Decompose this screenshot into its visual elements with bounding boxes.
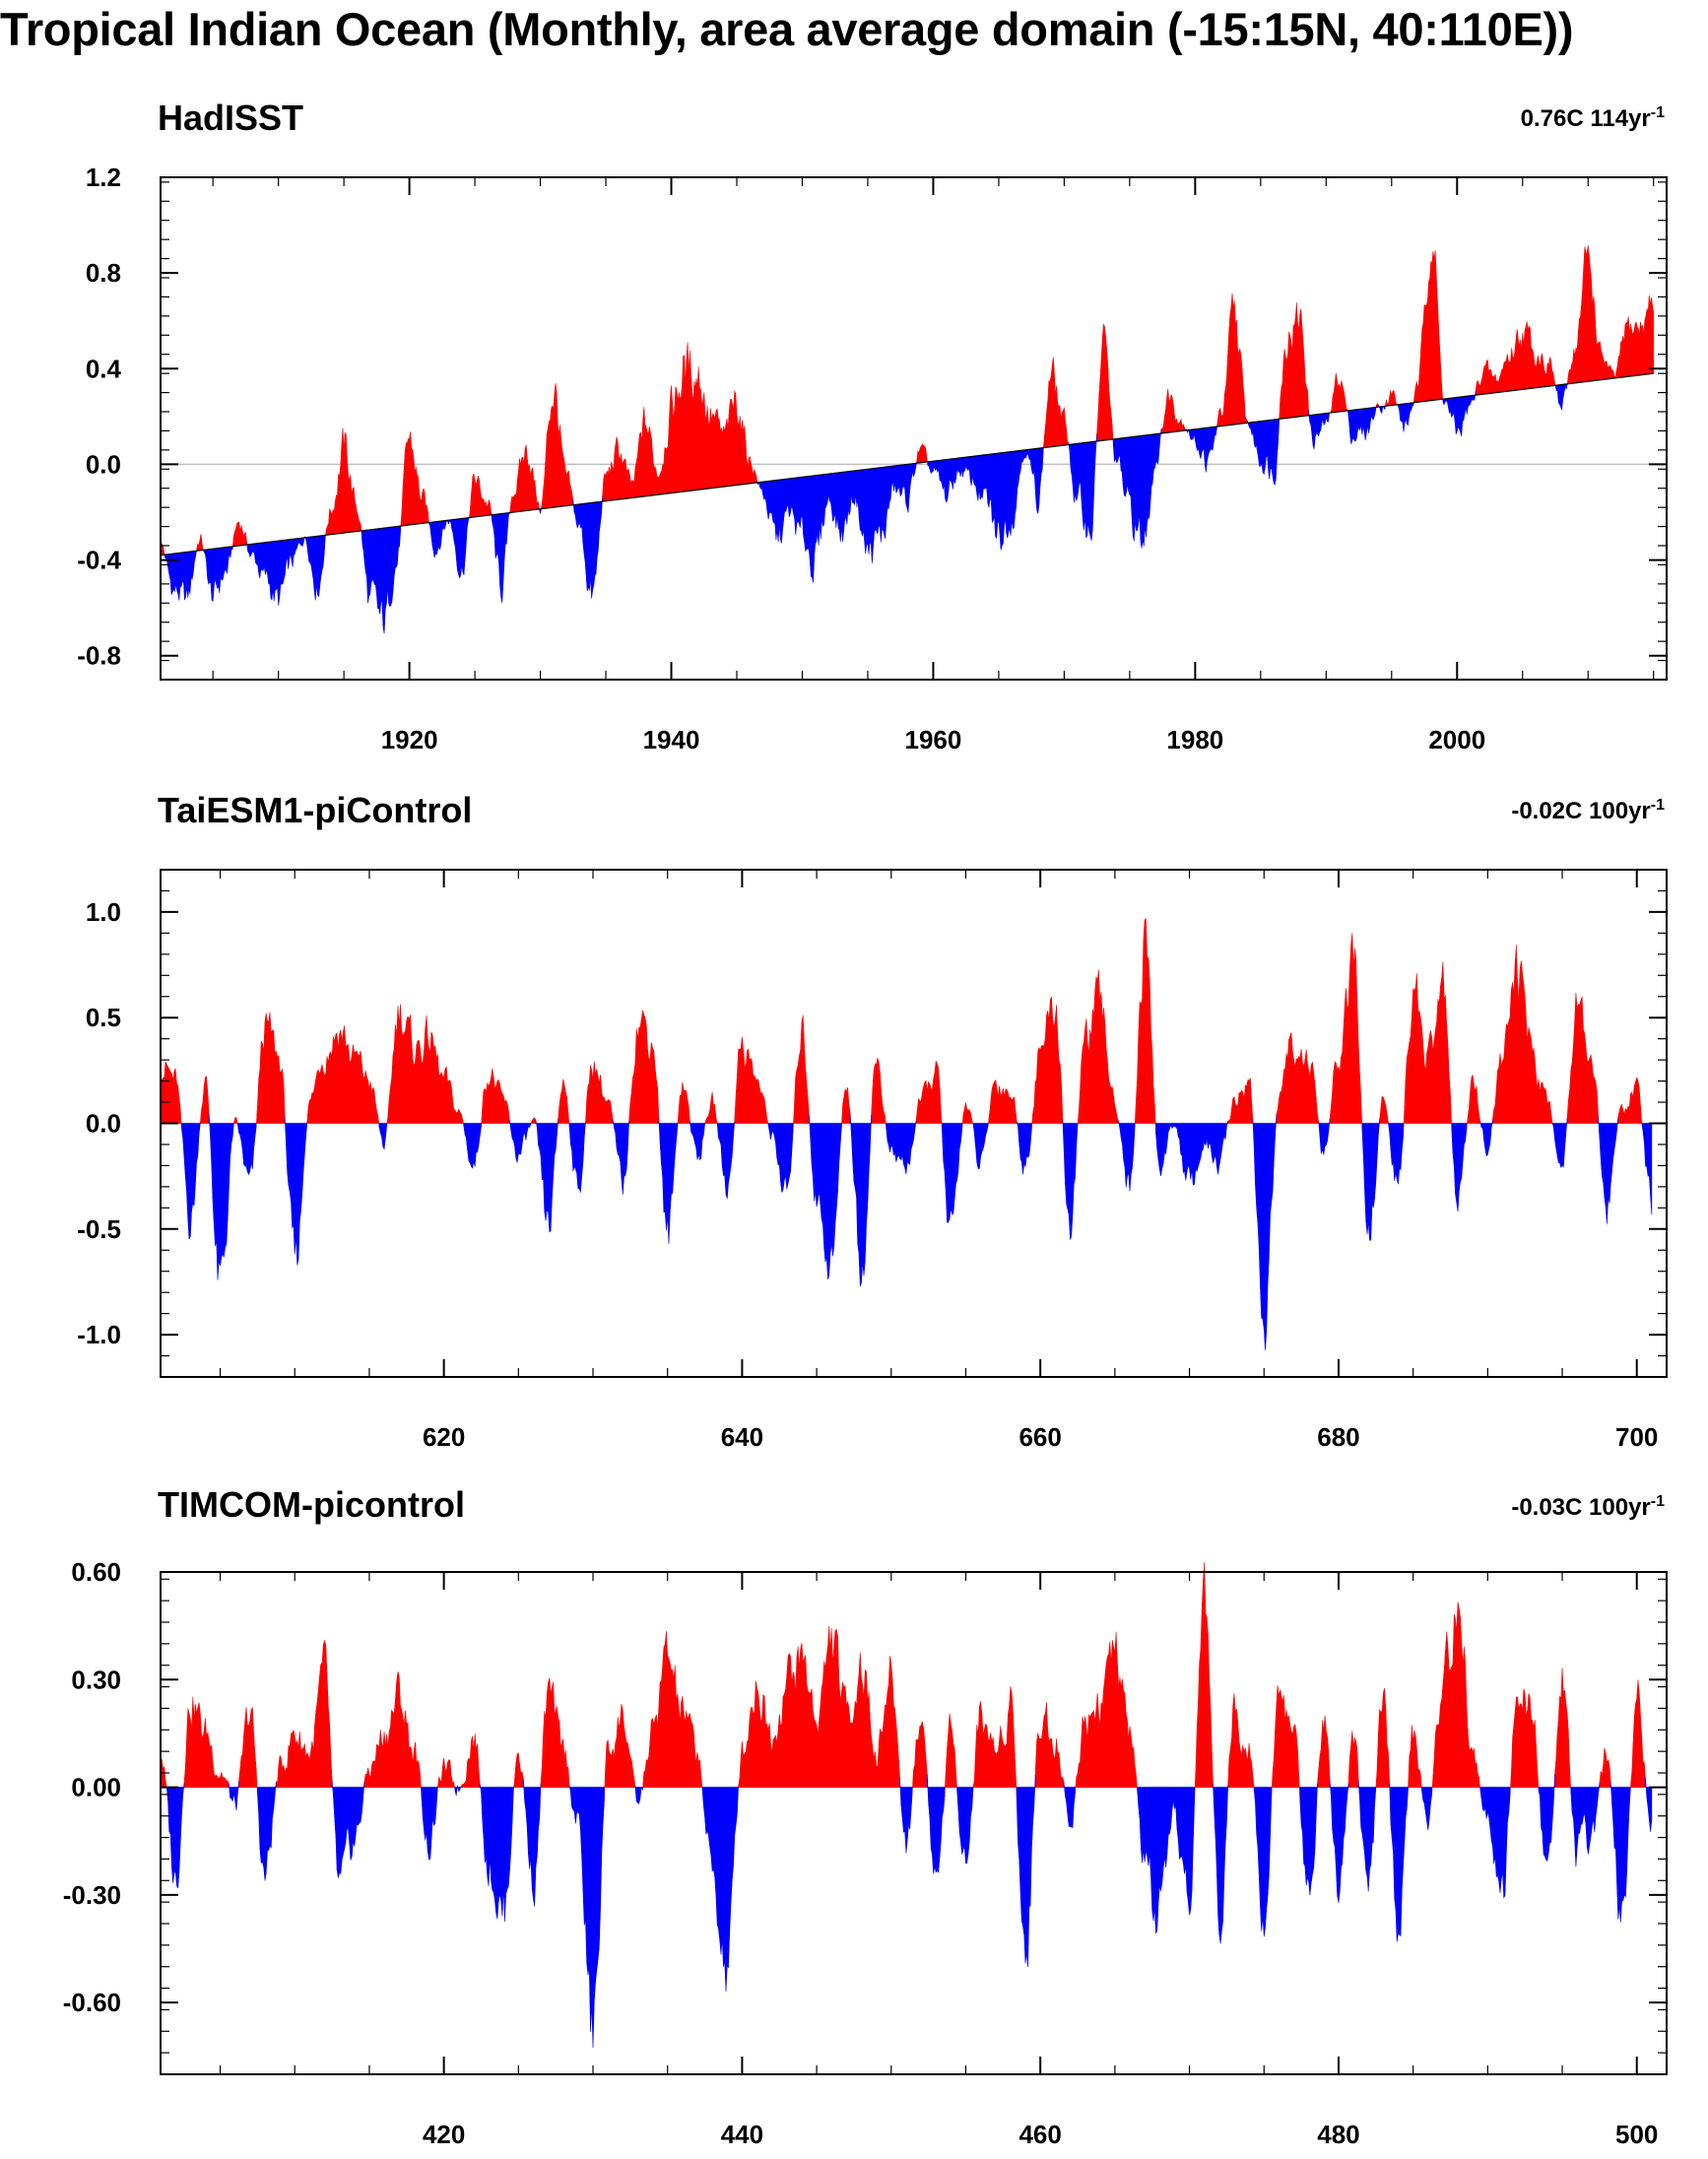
y-tick-label: -0.30: [63, 1880, 121, 1910]
x-tick-label: 680: [1317, 1422, 1359, 1452]
panel-title: HadISST: [158, 98, 303, 138]
plot-frame: [160, 176, 1668, 681]
x-tick-label: 1940: [643, 725, 700, 754]
panel-hadisst: HadISST 0.76C 114yr-1 -0.8 -0.4 0.0 0.4 0.8 1…: [77, 98, 1668, 754]
panel-title: TaiESM1-piControl: [158, 790, 472, 830]
trend-exponent: -1: [1651, 797, 1665, 814]
panel-taiesm1: TaiESM1-piControl -0.02C 100yr-1 -1.0 -0.…: [77, 790, 1668, 1452]
trend-exponent: -1: [1651, 104, 1665, 121]
trend-exponent: -1: [1651, 1493, 1665, 1510]
trend-label: -0.02C 100yr-1: [1511, 797, 1665, 824]
positive-anomaly-area: [160, 244, 1654, 558]
y-tick-label: -0.8: [77, 641, 121, 671]
panel-title: TIMCOM-picontrol: [158, 1484, 465, 1525]
y-tick-label: 0.4: [86, 354, 122, 383]
trend-value: 0.76C 114yr: [1521, 105, 1651, 132]
y-tick-label: 1.2: [86, 163, 121, 192]
trend-line: [160, 372, 1654, 556]
y-tick-label: -0.4: [77, 546, 121, 575]
x-tick-label: 1920: [381, 725, 438, 754]
y-tick-label: -0.5: [77, 1214, 121, 1244]
y-tick-label: 0.30: [71, 1665, 121, 1694]
trend-label: 0.76C 114yr-1: [1521, 104, 1665, 132]
y-tick-label: -1.0: [77, 1320, 121, 1349]
plot-frame: [160, 1571, 1668, 2075]
x-tick-label: 640: [721, 1422, 763, 1452]
panel-timcom: TIMCOM-picontrol -0.03C 100yr-1 -0.60 -0.…: [63, 1484, 1668, 2149]
y-tick-label: 0.5: [86, 1003, 121, 1032]
y-tick-label: -0.60: [63, 1988, 121, 2017]
trend-value: -0.03C 100yr: [1511, 1494, 1650, 1521]
x-tick-label: 480: [1317, 2120, 1359, 2149]
figure-title: Tropical Indian Ocean (Monthly, area ave…: [0, 3, 1574, 55]
y-tick-label: 1.0: [86, 897, 121, 927]
positive-anomaly-area: [160, 917, 1643, 1137]
positive-anomaly-area: [160, 1562, 1646, 1804]
y-tick-label: 0.60: [71, 1557, 121, 1587]
x-tick-label: 1960: [905, 725, 962, 754]
x-tick-label: 500: [1615, 2120, 1658, 2149]
x-tick-label: 660: [1018, 1422, 1061, 1452]
y-tick-label: 0.00: [71, 1773, 121, 1802]
x-tick-label: 460: [1018, 2120, 1061, 2149]
trend-label: -0.03C 100yr-1: [1511, 1493, 1665, 1521]
y-tick-label: 0.8: [86, 258, 121, 288]
x-tick-label: 420: [423, 2120, 465, 2149]
y-tick-label: 0.0: [86, 1109, 121, 1139]
x-tick-label: 440: [721, 2120, 763, 2149]
x-tick-label: 620: [423, 1422, 465, 1452]
x-tick-label: 1980: [1166, 725, 1223, 754]
x-tick-label: 700: [1615, 1422, 1658, 1452]
trend-value: -0.02C 100yr: [1511, 798, 1650, 824]
negative-anomaly-area: [166, 1774, 1653, 2049]
x-tick-label: 2000: [1428, 725, 1485, 754]
negative-anomaly-area: [181, 1113, 1653, 1350]
negative-anomaly-area: [164, 383, 1568, 634]
y-tick-label: 0.0: [86, 449, 121, 479]
